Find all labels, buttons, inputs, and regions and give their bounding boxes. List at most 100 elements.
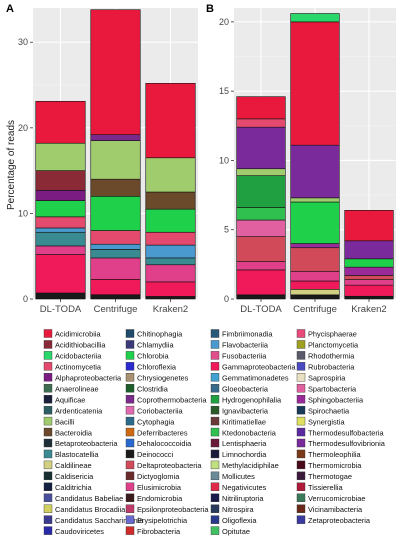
bar-segment-b-0-elusimicrobia [236,261,286,271]
legend-label-chloroflexia: Chloroflexia [137,363,177,372]
bar-segment-a-0-chlorobia [35,200,86,218]
bar-segment-a-0-gammaproteobacteria [35,254,86,294]
legend-label-kiritimatiellae: Kiritimatiellae [222,417,266,426]
legend-label-anaerolineae: Anaerolineae [55,384,99,393]
bar-segment-a-1-deinococci [90,294,141,300]
legend-label-candidatus-saccharimonia: Candidatus Saccharimonia [55,516,144,525]
legend-swatch-rubrobacteria [296,362,306,371]
bar-segment-b-0-deinococci [236,294,286,300]
legend-swatch-bacilli [43,416,53,426]
legend-label-flavobacteriia: Flavobacteriia [222,341,269,350]
legend-swatch-caldisericia [43,471,53,481]
x-tick-label: Kraken2 [153,304,188,315]
bar-segment-a-2-bacteroidia [145,191,196,210]
bar-segment-b-1-sphingobacteriia [290,243,340,249]
bar-segment-a-0-alphaproteobacteria [35,190,86,201]
legend-label-rhodothermia: Rhodothermia [308,352,355,361]
legend-label-spartobacteria: Spartobacteria [308,384,357,393]
legend-swatch-thermodesulfovibrionia [296,438,306,448]
y-tick-label: 15 [219,86,229,96]
legend-swatch-kiritimatiellae [210,416,220,426]
legend-swatch-gloeobacteria [210,384,220,393]
legend-swatch-synergistia [296,416,306,426]
bar-segment-b-2-deinococci [344,295,394,300]
legend-label-coriobacteriia: Coriobacteriia [137,406,183,415]
legend-label-cytophagia: Cytophagia [137,417,175,426]
bar-segment-a-1-chlorobia [90,195,141,231]
legend-label-oligoflexia: Oligoflexia [222,516,257,525]
bar-segment-a-1-bacilli [90,140,141,180]
y-tick-label: 10 [18,208,28,218]
legend-swatch-oligoflexia [210,515,220,524]
legend-swatch-acidithiobacillia [43,340,53,349]
panel-a-plot: 0 10 20 30 DL-TODA Centrifuge Kraken2 [18,8,198,315]
legend-swatch-alphaproteobacteria [43,373,53,382]
legend-label-candidatus-brocadiia: Candidatus Brocadiia [55,505,126,514]
legend-swatch-methylacidiphilae [210,460,220,470]
legend-swatch-negativicutes [210,482,220,491]
bar-segment-b-1-chlorobia [290,201,340,244]
legend-label-hydrogenophilalia: Hydrogenophilalia [222,395,282,404]
bar-segment-a-0-acidimicrobiia [35,100,86,144]
legend-label-calditrichia: Calditrichia [55,483,92,492]
legend-swatch-limnochordia [210,449,220,459]
bar-segment-a-1-flavobacteriia [90,243,141,250]
bar-segment-a-2-blastocatellia [145,257,196,266]
legend-swatch-opitutae [210,526,220,535]
legend-label-actinomycetia: Actinomycetia [55,363,102,372]
legend-swatch-gemmatimonadetes [210,373,220,382]
bar-segment-b-2-elusimicrobia [344,279,394,286]
bar-segment-a-2-acidimicrobiia [145,83,196,159]
bar-segment-a-0-bacilli [35,142,86,171]
bar-segment-b-2-thermodesulfovibrionia [344,240,394,260]
legend-swatch-sphingobacteriia [296,395,306,404]
legend-label-sphingobacteriia: Sphingobacteriia [308,395,364,404]
bar-segment-a-1-elusimicrobia [90,257,141,280]
legend-label-mollicutes: Mollicutes [222,472,255,481]
x-tick-label: Centrifuge [293,304,337,315]
legend-label-deltaproteobacteria: Deltaproteobacteria [137,461,202,470]
legend-label-bacteroidia: Bacteroidia [55,428,93,437]
legend-swatch-deinococci [125,449,135,459]
legend-swatch-nitrospira [210,504,220,513]
bar-segment-a-0-blastocatellia [35,231,86,247]
legend-swatch-ardenticatenia [43,405,53,415]
y-tick-label: 0 [224,294,229,304]
legend-label-methylacidiphilae: Methylacidiphilae [222,461,279,470]
bar-segment-a-0-flavobacteriia [35,227,86,233]
legend-label-ktedonobacteria: Ktedonobacteria [222,428,277,437]
legend-swatch-zetaproteobacteria [296,515,306,524]
bar-segment-a-1-actinomycetia [90,230,141,245]
legend-label-caldisericia: Caldisericia [55,472,94,481]
bar-segment-b-0-deltaproteobacteria [236,236,286,262]
legend-swatch-planctomycetia [296,340,306,349]
legend-label-fusobacteriia: Fusobacteriia [222,352,267,361]
legend-label-saprospiria: Saprospiria [308,374,346,383]
bar-segment-b-0-actinomycetia [236,118,286,128]
legend-label-thermomicrobia: Thermomicrobia [308,461,362,470]
legend-swatch-fibrobacteria [125,526,135,535]
legend-swatch-tissierellia [296,482,306,491]
legend-swatch-saprospiria [296,373,306,382]
bar-segment-b-0-gammaproteobacteria [236,269,286,296]
legend-swatch-acidimicrobiia [43,329,53,338]
legend-swatch-calditrichia [43,482,53,491]
legend-swatch-verrucomicrobiae [296,493,306,502]
legend-swatch-bacteroidia [43,427,53,437]
bar-segment-b-0-spartobacteria [236,219,286,237]
legend-label-phycisphaerae: Phycisphaerae [308,330,357,339]
bar-segment-b-1-deltaproteobacteria [290,247,340,272]
legend-label-coprothermobacteria: Coprothermobacteria [137,395,207,404]
legend-swatch-candidatus-brocadiia [43,504,53,513]
legend-swatch-thermotogae [296,471,306,481]
bar-segment-b-0-bacilli [236,168,286,176]
legend-swatch-chrysiogenetes [125,373,135,382]
legend-label-thermodesulfobacteria: Thermodesulfobacteria [308,428,384,437]
legend-label-chlorobia: Chlorobia [137,352,170,361]
legend-swatch-hydrogenophilalia [210,395,220,404]
legend-label-thermodesulfovibrionia: Thermodesulfovibrionia [308,439,386,448]
legend-swatch-dehalococcoidia [125,438,135,448]
legend-swatch-endomicrobia [125,493,135,502]
y-tick-label: 5 [224,225,229,235]
legend-swatch-mollicutes [210,471,220,481]
